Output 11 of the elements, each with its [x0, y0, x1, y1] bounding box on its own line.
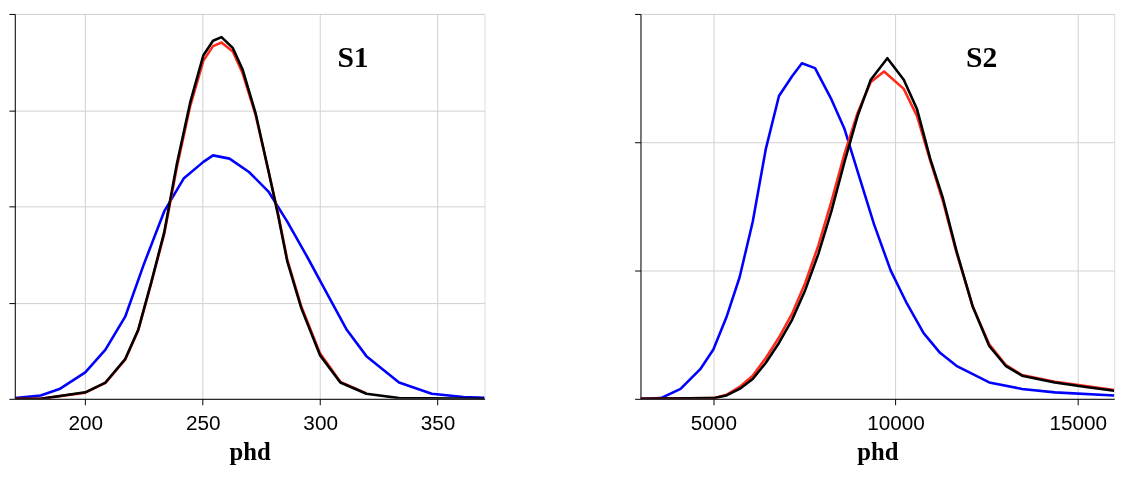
- annotation: S2: [965, 41, 998, 74]
- x-tick-label: 10000: [867, 410, 925, 434]
- x-tick-label: 350: [420, 410, 456, 434]
- x-tick-label: 15000: [1049, 410, 1108, 434]
- x-axis-title: phd: [229, 437, 272, 465]
- x-tick-label: 5000: [690, 410, 737, 434]
- x-tick-label: 300: [303, 410, 338, 434]
- x-axis-title: phd: [857, 437, 899, 465]
- x-tick-label: 200: [68, 410, 104, 434]
- annotation: S1: [337, 41, 369, 74]
- x-tick-label: 250: [185, 410, 221, 434]
